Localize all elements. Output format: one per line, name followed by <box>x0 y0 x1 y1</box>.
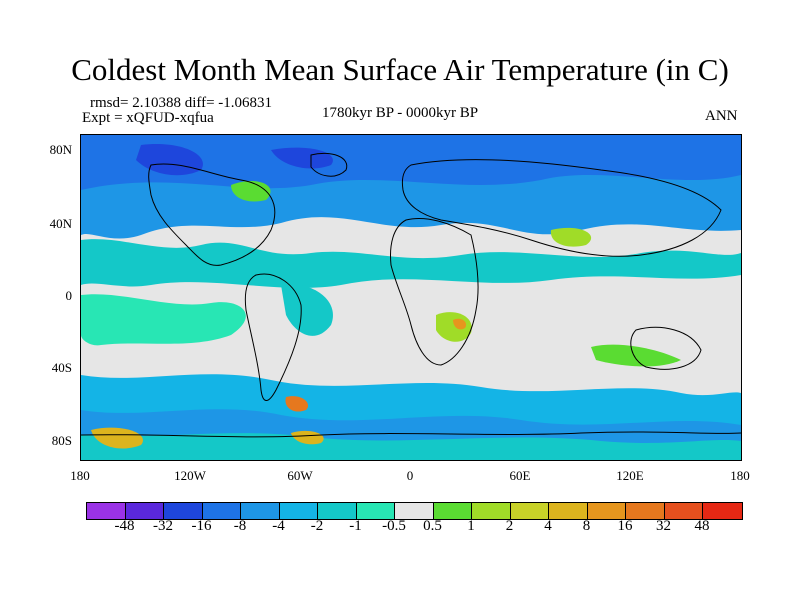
experiment-text: Expt = xQFUD-xqfua <box>82 110 214 126</box>
color-legend-label: 16 <box>617 518 633 534</box>
arctic-strong-patch-1 <box>136 144 203 176</box>
africa-coast <box>390 217 479 366</box>
map-plot-area <box>80 134 742 461</box>
period-text: 1780kyr BP - 0000kyr BP <box>322 105 479 121</box>
color-legend-swatch <box>703 503 742 519</box>
eurasia-coast <box>401 159 722 257</box>
y-tick-label: 80S <box>51 433 72 448</box>
x-tick-label: 60E <box>509 468 531 483</box>
arctic-strong-patch-2 <box>271 147 333 169</box>
midlat-north-band <box>81 239 741 288</box>
color-legend-swatch <box>241 503 280 519</box>
y-tick-label: 40N <box>49 216 72 231</box>
color-legend-swatch <box>664 503 703 519</box>
color-legend-label: 4 <box>544 518 552 534</box>
africa-warming-patch <box>436 312 472 342</box>
temperature-field <box>81 135 741 460</box>
north-america-coast <box>148 163 276 266</box>
color-legend-swatch <box>164 503 203 519</box>
color-legend-label: -1 <box>349 518 362 534</box>
coastlines <box>81 152 741 438</box>
color-legend-label: -0.5 <box>382 518 406 534</box>
antarctica-coast <box>81 431 741 438</box>
color-legend-label: -16 <box>191 518 212 534</box>
color-legend-swatch <box>510 503 549 519</box>
antarctic-coast-band <box>81 433 741 460</box>
y-tick-label: 0 <box>65 288 73 303</box>
color-legend-label: 8 <box>582 518 591 534</box>
color-legend-swatch <box>87 503 126 519</box>
tropical-pacific-patch <box>81 294 246 346</box>
color-legend-bar <box>86 502 743 520</box>
drake-warming-patch <box>285 396 309 412</box>
x-tick-label: 60W <box>287 468 313 483</box>
australia-coast <box>630 326 702 370</box>
x-tick-label: 180 <box>730 468 750 483</box>
color-legend-swatch <box>279 503 318 519</box>
color-legend-swatch <box>472 503 511 519</box>
season-text: ANN <box>705 108 738 124</box>
color-legend-swatch <box>626 503 665 519</box>
x-tick-label: 180 <box>70 468 90 483</box>
color-legend-label: 32 <box>656 518 671 534</box>
y-tick-label: 80N <box>49 142 72 157</box>
greenland-coast <box>310 152 348 177</box>
x-tick-label: 120E <box>616 468 644 483</box>
x-tick-label: 0 <box>406 468 414 483</box>
asia-warming-patch <box>550 227 592 247</box>
color-legend-label: -4 <box>272 518 285 534</box>
ross-warming-patch <box>91 427 143 449</box>
color-legend-swatch <box>549 503 588 519</box>
south-america-coast <box>244 273 302 401</box>
north-america-warming-patch <box>231 180 271 202</box>
y-tick-label: 40S <box>51 360 72 375</box>
weddell-warming-patch <box>291 430 324 445</box>
color-legend-label: 1 <box>467 518 475 534</box>
africa-strong-warming <box>453 318 467 330</box>
color-legend-label: -8 <box>233 518 247 534</box>
color-legend-swatch <box>395 503 434 519</box>
map-title: Coldest Month Mean Surface Air Temperatu… <box>71 52 729 87</box>
color-legend-swatch <box>356 503 395 519</box>
color-legend-label: 0.5 <box>423 518 442 534</box>
color-legend-label: 2 <box>505 518 514 534</box>
color-legend-label: 48 <box>694 518 710 534</box>
color-legend-label: -2 <box>310 518 324 534</box>
color-legend-swatch <box>587 503 626 519</box>
color-legend-label: -48 <box>114 518 135 534</box>
color-legend-swatch <box>125 503 164 519</box>
arctic-cooling-band <box>81 135 741 190</box>
color-legend-swatch <box>433 503 472 519</box>
south-america-patch <box>281 284 333 336</box>
rmsd-diff-text: rmsd= 2.10388 diff= -1.06831 <box>90 95 273 111</box>
australia-warming-patch <box>591 344 681 367</box>
color-legend-label: -32 <box>153 518 173 534</box>
x-tick-label: 120W <box>174 468 206 483</box>
color-legend-swatch <box>318 503 357 519</box>
color-legend-swatch <box>202 503 241 519</box>
